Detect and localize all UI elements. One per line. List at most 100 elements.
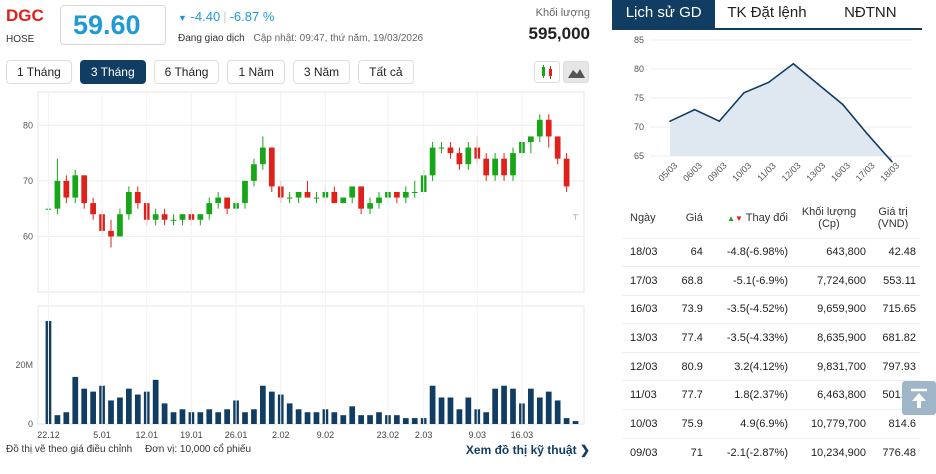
candle-body	[215, 197, 222, 204]
candle-body	[63, 180, 70, 198]
volume-bar	[161, 403, 168, 424]
row-date: 12/03	[622, 351, 674, 381]
candle-body	[206, 203, 213, 215]
table-row: 16/03 73.9 -3.5(-4.52%) 9,659,900 715.65	[622, 294, 920, 324]
candle-body	[117, 214, 123, 237]
table-row: 11/03 77.7 1.8(2.37%) 6,463,800 501.99	[622, 380, 920, 410]
candle-body	[161, 214, 168, 220]
row-volume: 7,724,600	[792, 266, 870, 296]
candle-body	[268, 147, 275, 187]
current-price: 59.60	[73, 10, 141, 40]
volume-bar	[349, 406, 356, 424]
ticker-symbol: DGC	[6, 6, 44, 25]
volume-bar	[170, 412, 177, 424]
row-date: 16/03	[622, 294, 674, 324]
line-x-tick-label: 12/03	[780, 160, 803, 183]
row-value: 797.93	[870, 351, 920, 381]
candle-body	[394, 192, 400, 198]
candlestick-icon[interactable]	[534, 61, 560, 83]
price-tick-label: 60	[23, 231, 33, 241]
volume-bar	[492, 388, 498, 424]
table-row: 17/03 68.8 -5.1(-6.9%) 7,724,600 553.11	[622, 266, 920, 296]
row-value: 681.82	[870, 323, 920, 353]
candle-body	[251, 164, 257, 181]
candle-body	[367, 203, 373, 209]
row-price: 77.7	[673, 380, 707, 410]
price-point	[767, 81, 770, 84]
price-area	[670, 63, 892, 162]
adjusted-note: Đồ thị vẽ theo giá điều chỉnh	[6, 444, 133, 455]
trading-status: Đang giao dịch Cập nhật: 09:47, thứ năm,…	[178, 33, 423, 44]
volume-bar	[456, 409, 463, 424]
table-header: Ngày Giá ▲▼ Thay đổi Khối lượng (Cp) Giá…	[622, 198, 920, 238]
row-volume: 6,463,800	[792, 380, 870, 410]
line-x-tick-label: 09/03	[706, 160, 729, 183]
col-change-label: Thay đổi	[745, 211, 788, 224]
technical-chart-link[interactable]: Xem đồ thị kỹ thuật ❯	[466, 443, 590, 457]
range-3m-button[interactable]: 3 Tháng	[79, 60, 146, 84]
scroll-to-top-button[interactable]	[902, 381, 936, 415]
candle-body	[554, 136, 561, 159]
candle-body	[376, 197, 382, 204]
candle-body	[224, 197, 230, 209]
candle-body	[340, 197, 347, 204]
history-table: Ngày Giá ▲▼ Thay đổi Khối lượng (Cp) Giá…	[622, 198, 920, 467]
line-y-tick-label: 75	[634, 93, 644, 103]
volume-value: 595,000	[528, 24, 590, 43]
range-3y-button[interactable]: 3 Năm	[292, 60, 351, 84]
candle-body	[90, 203, 96, 215]
volume-bar	[331, 412, 338, 424]
tab-order-stats[interactable]: TK Đặt lệnh	[727, 4, 807, 21]
tab-trading-history[interactable]: Lịch sử GD	[612, 0, 716, 28]
candle-body	[152, 214, 159, 220]
time-tick-label: 22.12	[37, 430, 60, 440]
candle-body	[331, 192, 338, 204]
row-price: 71	[673, 437, 707, 467]
volume-bar	[447, 397, 454, 424]
candle-body	[411, 192, 418, 193]
mountain-chart-icon[interactable]	[563, 61, 589, 83]
row-value: 42.48	[870, 237, 920, 267]
range-1y-button[interactable]: 1 Năm	[227, 60, 285, 84]
row-date: 11/03	[622, 380, 674, 410]
range-1m-button[interactable]: 1 Tháng	[6, 60, 72, 84]
technical-chart-link-label: Xem đồ thị kỹ thuật	[465, 443, 577, 457]
update-time: Cập nhật: 09:47, thứ năm, 19/03/2026	[253, 33, 424, 44]
volume-bar	[358, 415, 364, 424]
row-value: 776.48	[870, 437, 920, 467]
row-change: -3.5(-4.33%)	[706, 323, 792, 353]
volume-bar	[251, 409, 257, 424]
volume-bar	[242, 412, 248, 424]
price-point	[817, 83, 819, 85]
volume-bar	[72, 376, 79, 424]
candle-body	[483, 158, 490, 176]
candle-body	[563, 158, 570, 187]
range-6m-button[interactable]: 6 Tháng	[153, 60, 220, 84]
candle-body	[510, 153, 516, 176]
row-change: 1.8(2.37%)	[706, 380, 792, 410]
row-volume: 10,779,700	[792, 409, 870, 439]
price-point	[792, 62, 795, 65]
volume-bar	[197, 412, 204, 424]
time-tick-label: 12.01	[135, 430, 158, 440]
volume-bar	[483, 412, 490, 424]
volume-bar	[528, 388, 534, 424]
time-tick-label: 26.01	[225, 430, 248, 440]
time-tick-label: 2.02	[272, 430, 290, 440]
chevron-right-icon: ❯	[579, 443, 590, 457]
table-row: 12/03 80.9 3.2(4.12%) 9,831,700 797.93	[622, 351, 920, 381]
price-tick-label: 70	[23, 176, 33, 186]
candle-body	[572, 214, 579, 216]
tab-foreign-investors[interactable]: NĐTNN	[844, 4, 897, 21]
change-value: -4.40	[190, 9, 221, 24]
col-change: ▲▼ Thay đổi	[707, 198, 792, 238]
price-point	[693, 108, 696, 111]
volume-label: Khối lượng	[535, 7, 590, 19]
range-all-button[interactable]: Tất cả	[358, 60, 414, 84]
volume-bar	[179, 409, 186, 424]
time-tick-label: 5.01	[93, 430, 111, 440]
volume-bar	[304, 412, 311, 424]
col-date: Ngày	[630, 211, 656, 224]
line-x-tick-label: 06/03	[681, 160, 704, 183]
